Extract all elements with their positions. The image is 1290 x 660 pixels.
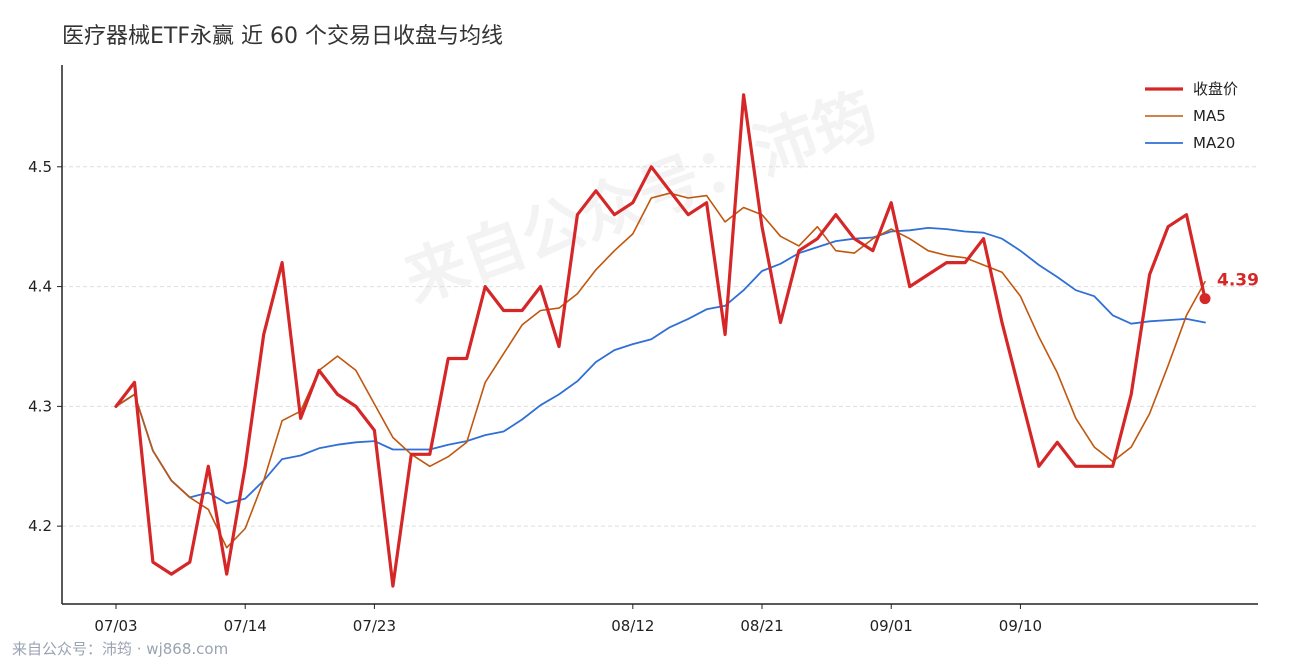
x-tick-label: 09/10 [999, 617, 1042, 635]
legend-label: 收盘价 [1193, 80, 1238, 98]
footer-source: 来自公众号：沛筠 · wj868.com [12, 640, 229, 658]
y-tick-label: 4.2 [28, 517, 52, 535]
tick-labels: 4.2 4.3 4.4 4.5 07/03 07/14 07/23 08/12 08/21 09/… [28, 158, 1259, 635]
x-tick-label: 07/03 [94, 617, 137, 635]
x-tick-label: 07/14 [224, 617, 267, 635]
last-value-label: 4.39 [1217, 271, 1259, 291]
x-tick-label: 08/12 [611, 617, 654, 635]
last-point-marker [1199, 293, 1211, 305]
series-line-1 [115, 192, 1206, 549]
series-line-0 [114, 93, 1207, 588]
x-tick-label: 08/21 [740, 617, 783, 635]
series-lines [114, 93, 1211, 588]
series-line-2 [115, 226, 1206, 505]
y-tick-label: 4.4 [28, 278, 52, 296]
x-tick-label: 09/01 [870, 617, 913, 635]
y-tick-label: 4.5 [28, 158, 52, 176]
y-tick-label: 4.3 [28, 397, 52, 415]
legend-label: MA20 [1193, 134, 1235, 152]
axes [57, 65, 1258, 609]
legend: 收盘价 MA5 MA20 [1145, 80, 1238, 152]
chart-title: 医疗器械ETF永赢 近 60 个交易日收盘与均线 [62, 24, 503, 49]
legend-label: MA5 [1193, 107, 1226, 125]
grid-lines [62, 166, 1258, 527]
x-tick-label: 07/23 [353, 617, 396, 635]
